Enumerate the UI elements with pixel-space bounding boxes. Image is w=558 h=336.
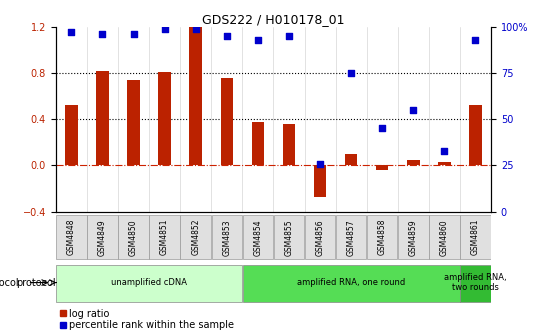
Title: GDS222 / H010178_01: GDS222 / H010178_01 [202, 13, 345, 26]
Point [253, 37, 262, 42]
Point [471, 37, 480, 42]
Bar [65, 106, 78, 165]
Text: protocol: protocol [16, 278, 56, 288]
Bar [220, 78, 233, 165]
FancyBboxPatch shape [150, 215, 180, 259]
Text: GSM4852: GSM4852 [191, 219, 200, 255]
FancyBboxPatch shape [398, 215, 429, 259]
FancyBboxPatch shape [118, 215, 149, 259]
Text: GSM4858: GSM4858 [378, 219, 387, 255]
Point [160, 26, 169, 31]
Bar [407, 160, 420, 165]
FancyBboxPatch shape [336, 215, 367, 259]
Point [129, 32, 138, 37]
Text: unamplified cDNA: unamplified cDNA [111, 278, 187, 287]
Bar [345, 154, 357, 165]
Point [316, 161, 325, 166]
FancyBboxPatch shape [87, 215, 118, 259]
FancyBboxPatch shape [56, 265, 242, 302]
FancyBboxPatch shape [211, 215, 242, 259]
FancyBboxPatch shape [180, 215, 211, 259]
Text: GSM4850: GSM4850 [129, 219, 138, 256]
Bar [190, 27, 202, 165]
Point [409, 107, 418, 113]
Text: GSM4856: GSM4856 [316, 219, 325, 256]
Legend: log ratio, percentile rank within the sample: log ratio, percentile rank within the sa… [61, 309, 234, 330]
FancyBboxPatch shape [56, 215, 86, 259]
Bar [469, 106, 482, 165]
Bar [438, 162, 451, 165]
Text: amplified RNA, one round: amplified RNA, one round [297, 278, 405, 287]
Text: GSM4848: GSM4848 [67, 219, 76, 255]
Text: GSM4857: GSM4857 [347, 219, 355, 256]
Text: GSM4860: GSM4860 [440, 219, 449, 256]
Text: GSM4853: GSM4853 [222, 219, 231, 256]
Bar [252, 122, 264, 165]
Text: amplified RNA,
two rounds: amplified RNA, two rounds [444, 273, 507, 292]
Bar [127, 80, 140, 165]
Bar [314, 165, 326, 197]
Point [378, 126, 387, 131]
Point [440, 148, 449, 153]
Bar [376, 165, 388, 170]
FancyBboxPatch shape [429, 215, 460, 259]
Point [67, 30, 76, 35]
FancyBboxPatch shape [305, 215, 335, 259]
Text: GSM4861: GSM4861 [471, 219, 480, 255]
Text: GSM4849: GSM4849 [98, 219, 107, 256]
Point [285, 33, 294, 39]
FancyBboxPatch shape [243, 265, 460, 302]
Bar [96, 71, 109, 165]
Bar [158, 72, 171, 165]
FancyBboxPatch shape [460, 265, 490, 302]
Text: protocol: protocol [0, 278, 19, 288]
FancyBboxPatch shape [367, 215, 397, 259]
Text: GSM4859: GSM4859 [409, 219, 418, 256]
Bar [283, 124, 295, 165]
Point [222, 33, 231, 39]
Text: GSM4854: GSM4854 [253, 219, 262, 256]
FancyBboxPatch shape [274, 215, 304, 259]
FancyBboxPatch shape [460, 215, 490, 259]
Text: GSM4855: GSM4855 [285, 219, 294, 256]
Point [191, 26, 200, 31]
Point [98, 32, 107, 37]
Text: GSM4851: GSM4851 [160, 219, 169, 255]
FancyBboxPatch shape [243, 215, 273, 259]
Point [347, 70, 355, 76]
